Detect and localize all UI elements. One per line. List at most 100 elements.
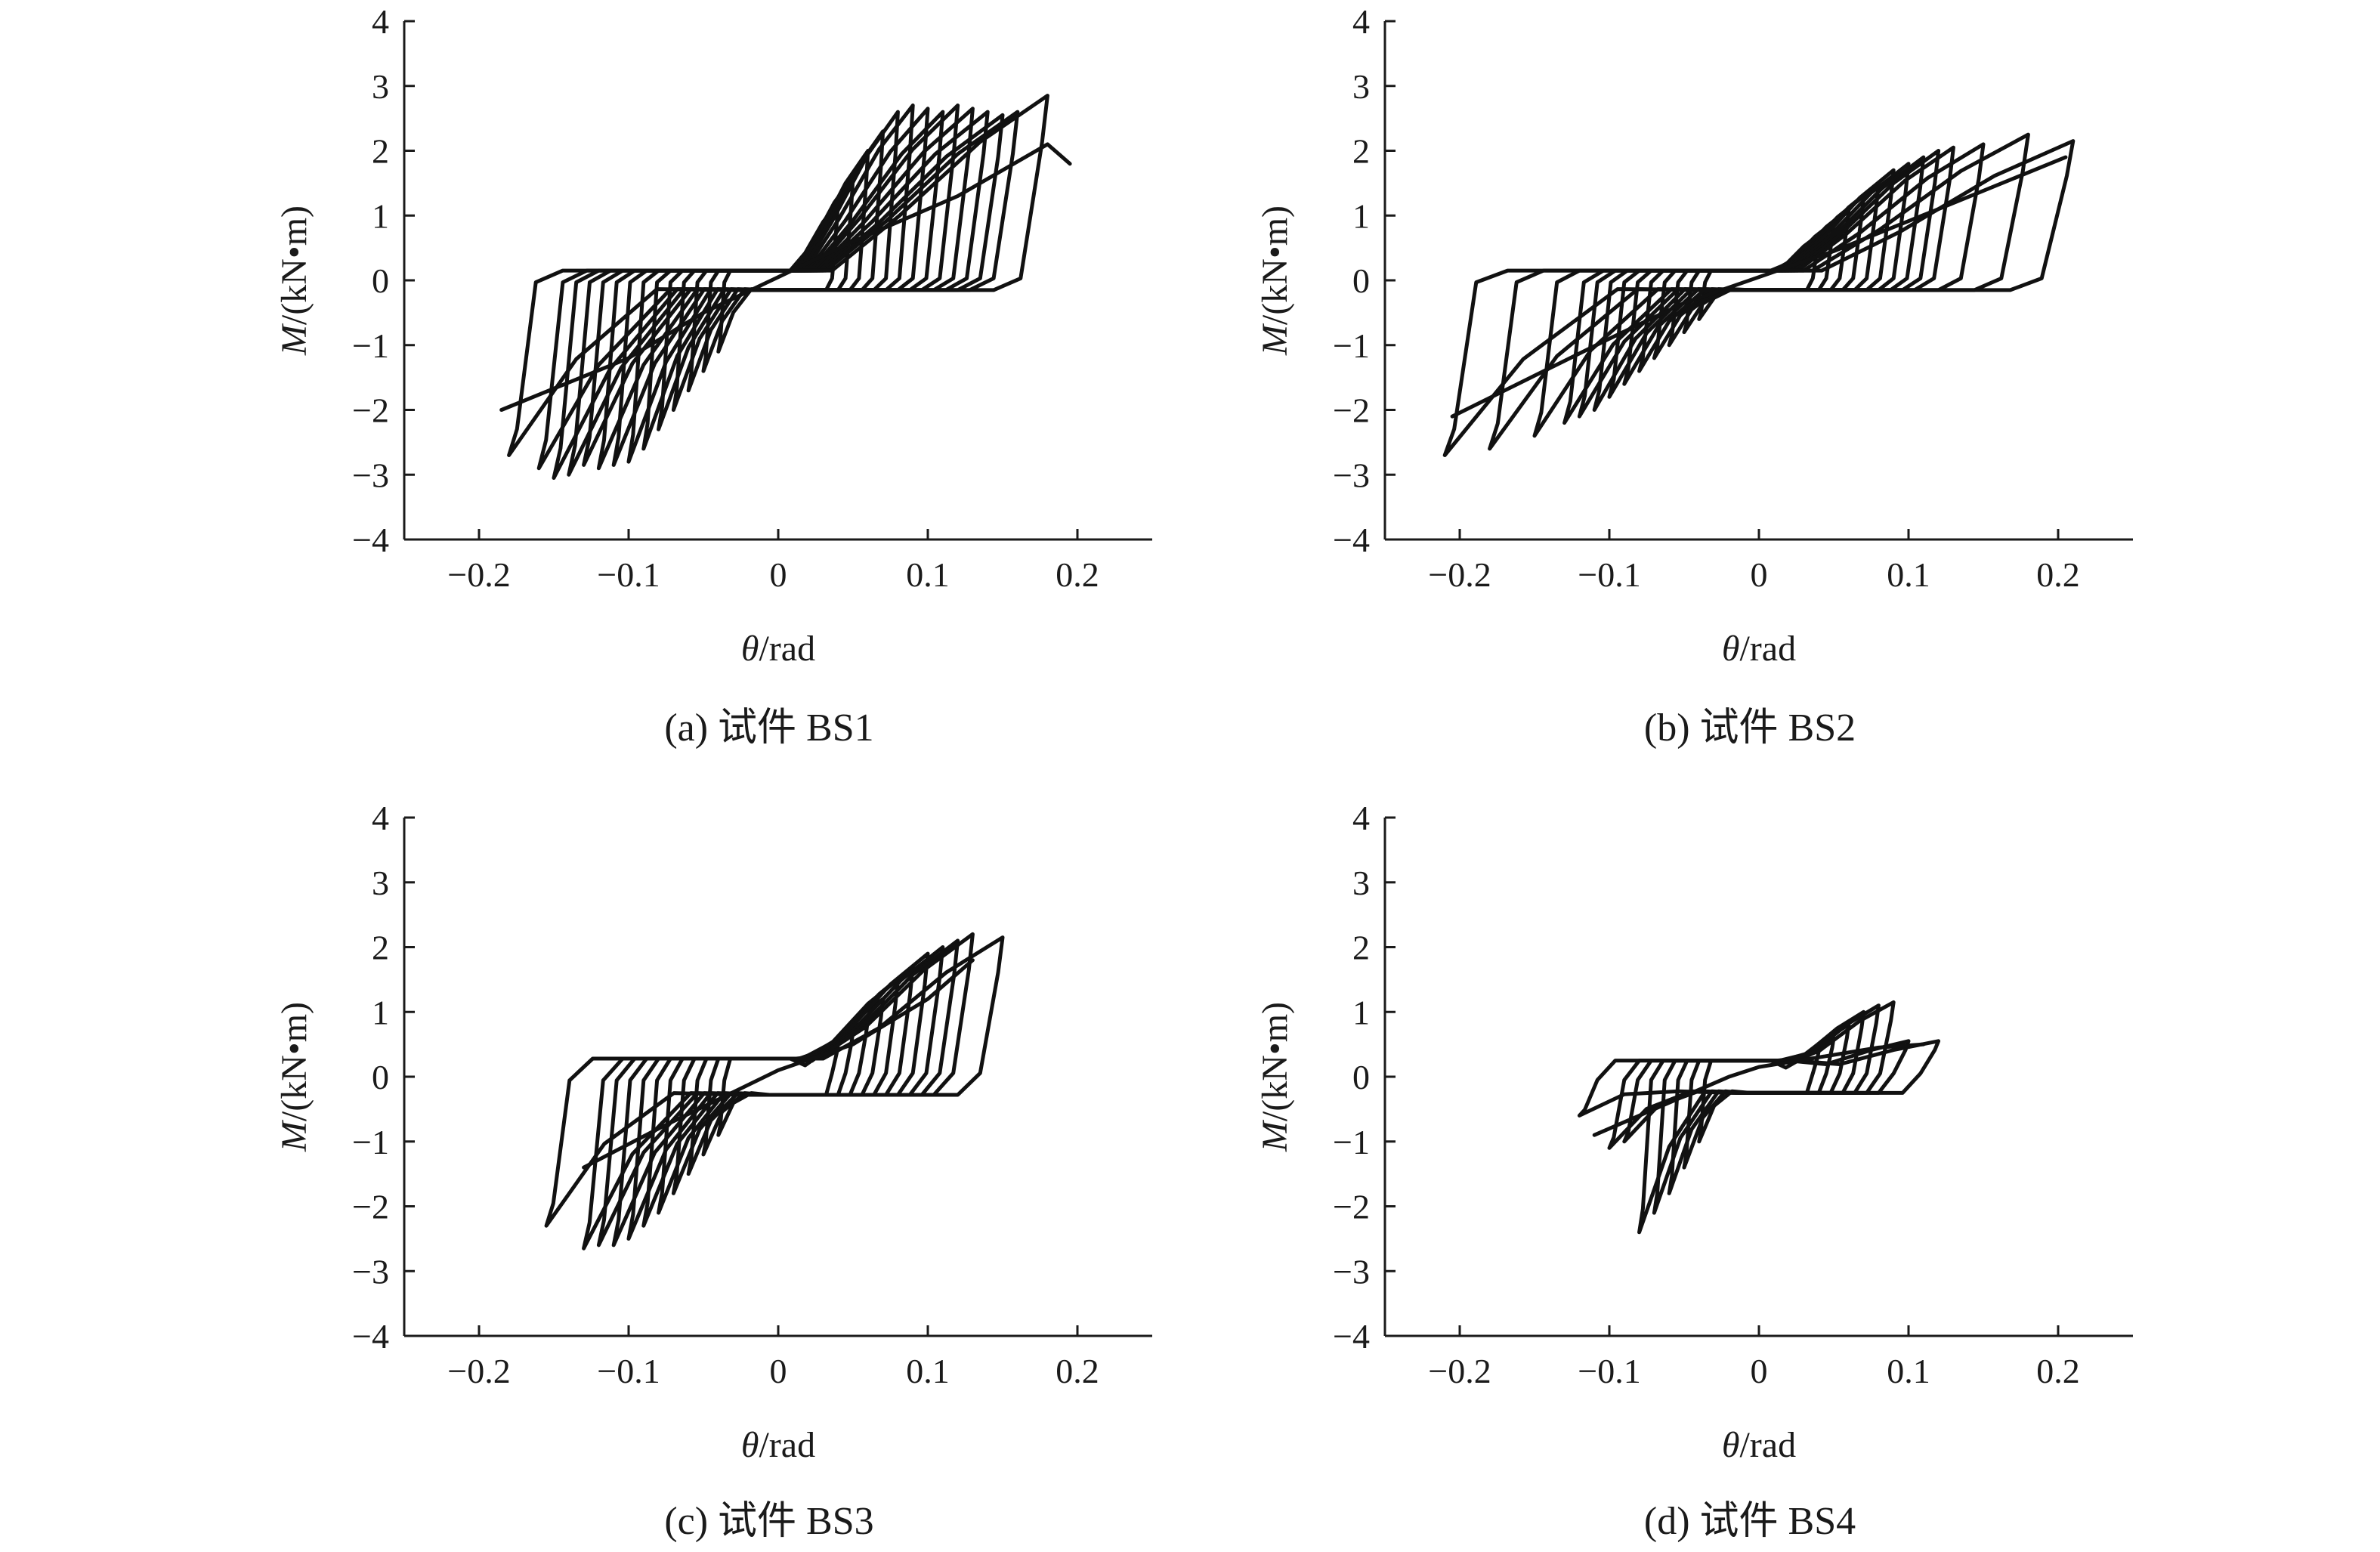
x-tick-label: 0.1: [906, 1352, 950, 1390]
series-hysteresis: [544, 932, 1005, 1251]
x-axis-label-unit: /rad: [759, 1425, 815, 1465]
y-tick-label: 2: [1352, 929, 1370, 967]
x-axis-label-var: θ: [1722, 1425, 1740, 1465]
x-axis-label: θ/rad: [1722, 1425, 1796, 1465]
y-tick-label: −2: [1333, 391, 1370, 430]
y-axis-label-var: M: [1255, 1119, 1295, 1152]
caption-c: (c) 试件 BS3: [664, 1500, 874, 1543]
y-tick-label: 1: [1352, 993, 1370, 1031]
x-tick-label: −0.2: [1428, 1352, 1491, 1390]
y-axis-label-var: M: [274, 1119, 314, 1152]
y-tick-label: 4: [372, 799, 389, 837]
caption-a: (a) 试件 BS1: [664, 706, 874, 750]
y-tick-label: 3: [1352, 67, 1370, 106]
y-axis-label-unit: /(kN•m): [1255, 206, 1295, 325]
chart-b: −4 −3 −2 −1 0 1 2 3 4 −0.2 −0.1 0 0.1 0.2 θ/rad M/(kN•m…: [1255, 2, 2133, 669]
y-tick-label: 1: [372, 993, 389, 1031]
y-tick-label: −1: [352, 326, 389, 365]
x-tick-label: 0.2: [2036, 1352, 2080, 1390]
x-axis-label-unit: /rad: [1739, 629, 1796, 669]
y-tick-label: −1: [1333, 326, 1370, 365]
x-axis-label-var: θ: [1722, 629, 1740, 669]
chart-d: −4 −3 −2 −1 0 1 2 3 4 −0.2 −0.1 0 0.1 0.2 θ/rad M/(kN•m…: [1255, 799, 2133, 1465]
x-axis-label-var: θ: [741, 1425, 759, 1465]
y-axis-label-var: M: [274, 323, 314, 356]
x-tick-label: 0: [1751, 1352, 1768, 1390]
y-tick-label: −4: [1333, 521, 1370, 559]
panel-b: −4 −3 −2 −1 0 1 2 3 4 −0.2 −0.1 0 0.1 0.2 θ/rad M/(kN•m…: [1207, 0, 2190, 756]
y-tick-label: 2: [1352, 132, 1370, 171]
y-tick-label: −3: [1333, 456, 1370, 494]
x-tick-label: −0.2: [1428, 555, 1491, 594]
y-tick-label: −3: [352, 456, 389, 494]
x-tick-label: −0.2: [447, 1352, 510, 1390]
y-axis-label: M/(kN•m): [274, 206, 314, 356]
y-tick-label: 4: [1352, 799, 1370, 837]
y-tick-label: −4: [352, 1317, 389, 1356]
chart-c: −4 −3 −2 −1 0 1 2 3 4 −0.2 −0.1 0 0.1 0.2 θ/rad M/(kN•m…: [274, 799, 1152, 1465]
panel-c: −4 −3 −2 −1 0 1 2 3 4 −0.2 −0.1 0 0.1 0.2 θ/rad M/(kN•m…: [227, 796, 1209, 1552]
x-axis-label: θ/rad: [1722, 629, 1796, 669]
x-tick-label: 0.1: [1887, 1352, 1930, 1390]
y-tick-label: 4: [372, 2, 389, 41]
x-tick-label: 0.1: [1887, 555, 1930, 594]
skeleton-curve: [1450, 155, 2068, 419]
y-axis-label: M/(kN•m): [1255, 1002, 1295, 1152]
y-axis-label-unit: /(kN•m): [274, 1002, 314, 1121]
y-tick-label: 0: [1352, 1058, 1370, 1096]
series-hysteresis: [1442, 132, 2076, 457]
x-tick-label: 0: [770, 1352, 787, 1390]
y-tick-label: 4: [1352, 2, 1370, 41]
x-axis-label-unit: /rad: [759, 629, 815, 669]
y-tick-label: 0: [1352, 261, 1370, 300]
y-tick-label: 3: [372, 864, 389, 902]
hysteresis-loop: [544, 935, 1005, 1228]
y-tick-label: 3: [1352, 864, 1370, 902]
y-tick-label: −3: [352, 1252, 389, 1291]
y-tick-label: −4: [1333, 1317, 1370, 1356]
series-hysteresis: [507, 94, 1049, 480]
y-tick-label: −4: [352, 521, 389, 559]
y-tick-label: 3: [372, 67, 389, 106]
x-tick-label: −0.1: [597, 1352, 660, 1390]
caption-b: (b) 试件 BS2: [1643, 706, 1856, 750]
y-tick-label: −3: [1333, 1252, 1370, 1291]
y-tick-label: 2: [372, 929, 389, 967]
y-tick-label: 2: [372, 132, 389, 171]
x-axis-label-unit: /rad: [1739, 1425, 1796, 1465]
y-tick-label: −2: [1333, 1188, 1370, 1226]
x-tick-label: 0.1: [906, 555, 950, 594]
y-tick-label: 0: [372, 1058, 389, 1096]
x-tick-label: −0.2: [447, 555, 510, 594]
x-axis-label: θ/rad: [741, 629, 815, 669]
hysteresis-loop: [507, 94, 1049, 457]
skeleton-curve: [1592, 1042, 1926, 1137]
panel-d: −4 −3 −2 −1 0 1 2 3 4 −0.2 −0.1 0 0.1 0.2 θ/rad M/(kN•m…: [1207, 796, 2190, 1552]
caption-d: (d) 试件 BS4: [1643, 1500, 1856, 1543]
y-tick-label: −2: [352, 391, 389, 430]
y-axis-label: M/(kN•m): [274, 1002, 314, 1152]
x-tick-label: 0: [1751, 555, 1768, 594]
x-tick-label: 0.2: [1056, 555, 1099, 594]
panel-a: −4 −3 −2 −1 0 1 2 3 4 −0.2 −0.1 0 0.1 0.2 θ/rad M/(kN•m…: [227, 0, 1209, 756]
chart-a: −4 −3 −2 −1 0 1 2 3 4 −0.2 −0.1 0 0.1 0.2 θ/rad M/(kN•m…: [274, 2, 1152, 669]
y-axis-label-var: M: [1255, 323, 1295, 356]
y-tick-label: −1: [1333, 1123, 1370, 1161]
x-tick-label: 0.2: [2036, 555, 2080, 594]
x-tick-label: −0.1: [597, 555, 660, 594]
y-tick-label: 1: [1352, 196, 1370, 235]
y-tick-label: 0: [372, 261, 389, 300]
x-axis-label: θ/rad: [741, 1425, 815, 1465]
x-axis-label-var: θ: [741, 629, 759, 669]
x-tick-label: −0.1: [1578, 1352, 1640, 1390]
y-axis-label: M/(kN•m): [1255, 206, 1295, 356]
y-axis-label-unit: /(kN•m): [1255, 1002, 1295, 1121]
y-axis-label-unit: /(kN•m): [274, 206, 314, 325]
skeleton-curve: [499, 142, 1072, 412]
x-tick-label: −0.1: [1578, 555, 1640, 594]
y-tick-label: −1: [352, 1123, 389, 1161]
skeleton-curve: [582, 958, 975, 1170]
hysteresis-loop: [1442, 139, 2076, 457]
y-tick-label: 1: [372, 196, 389, 235]
